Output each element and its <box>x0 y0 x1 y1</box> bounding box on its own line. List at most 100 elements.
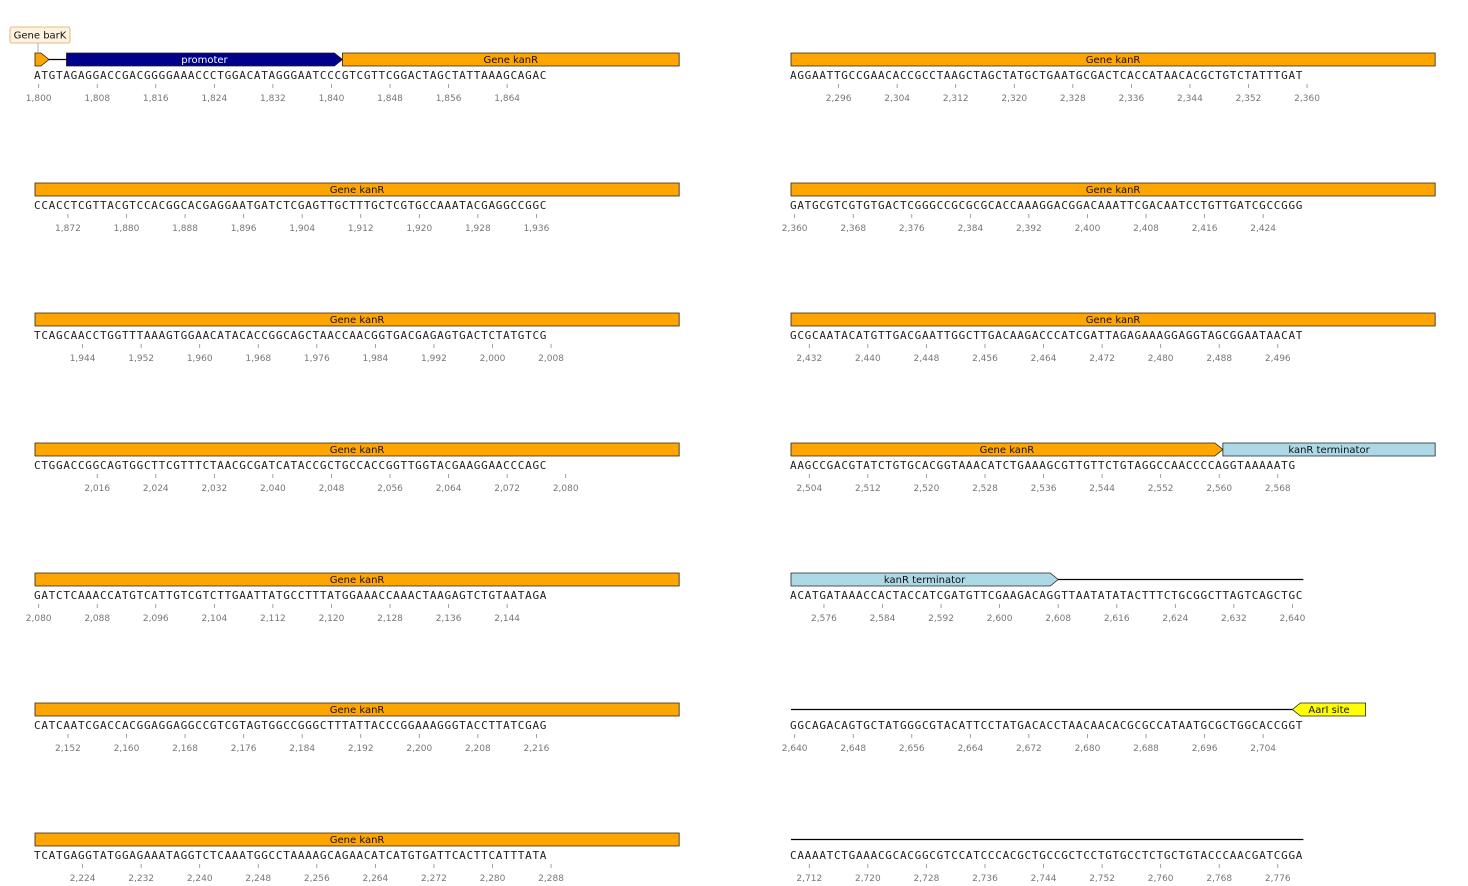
tick-label: 2,272 <box>421 874 447 884</box>
gene-arrow[interactable] <box>34 572 680 587</box>
tick-label: 2,728 <box>914 874 940 884</box>
tick-label: 2,136 <box>436 614 462 624</box>
gene-arrow[interactable] <box>342 52 680 67</box>
tick-label: 2,224 <box>70 874 96 884</box>
gene-arrow[interactable] <box>34 442 680 457</box>
tick-label: 1,808 <box>84 94 110 104</box>
tick-label: 1,848 <box>377 94 403 104</box>
tick-label: 2,440 <box>855 354 881 364</box>
tick-label: 2,568 <box>1265 484 1291 494</box>
tick-label: 2,280 <box>480 874 506 884</box>
tick-label: 2,248 <box>245 874 271 884</box>
tick-label: 1,904 <box>289 224 315 234</box>
tick-label: 2,240 <box>187 874 213 884</box>
gene-arrow[interactable] <box>34 702 680 717</box>
tick-label: 1,896 <box>231 224 257 234</box>
gene-feature[interactable]: Gene barK <box>9 26 71 67</box>
tick-label: 1,832 <box>260 94 286 104</box>
tick-label: 2,544 <box>1089 484 1115 494</box>
tick-label: 2,648 <box>840 744 866 754</box>
tick-label: 2,584 <box>870 614 896 624</box>
tick-label: 2,744 <box>1031 874 1057 884</box>
gene-feature[interactable]: Gene kanR <box>34 572 680 587</box>
terminator-feature[interactable]: kanR terminator <box>1222 442 1436 457</box>
tick-label: 2,360 <box>782 224 808 234</box>
gene-feature[interactable]: Gene kanR <box>790 182 1436 197</box>
sequence-text: TCAGCAACCTGGTTTAAAGTGGAACATACACCGGCAGCTA… <box>34 329 546 342</box>
tick-label: 2,592 <box>928 614 954 624</box>
tick-label: 2,064 <box>436 484 462 494</box>
gene-feature[interactable]: Gene kanR <box>790 442 1224 457</box>
tick-label: 2,776 <box>1265 874 1291 884</box>
feature-label: Gene kanR <box>330 315 385 326</box>
tick-label: 1,856 <box>436 94 462 104</box>
site-arrow[interactable] <box>1291 702 1367 717</box>
tick-label: 2,104 <box>201 614 227 624</box>
tick-label: 2,608 <box>1045 614 1071 624</box>
tick-label: 1,936 <box>524 224 550 234</box>
gene-feature[interactable]: Gene kanR <box>34 312 680 327</box>
gene-feature[interactable]: Gene kanR <box>34 832 680 847</box>
gene-feature[interactable]: Gene kanR <box>342 52 680 67</box>
tick-label: 2,672 <box>1016 744 1042 754</box>
tick-label: 1,872 <box>55 224 81 234</box>
promoter-arrow[interactable] <box>66 52 344 67</box>
feature-label: Gene kanR <box>330 835 385 846</box>
tick-label: 2,664 <box>957 744 983 754</box>
gene-arrow[interactable] <box>34 52 50 67</box>
feature-label: Gene kanR <box>330 705 385 716</box>
tick-label: 2,320 <box>1001 94 1027 104</box>
gene-arrow[interactable] <box>34 832 680 847</box>
gene-arrow[interactable] <box>790 52 1436 67</box>
terminator-arrow[interactable] <box>1222 442 1436 457</box>
tick-label: 2,208 <box>465 744 491 754</box>
tick-label: 1,968 <box>245 354 271 364</box>
gene-feature[interactable]: Gene kanR <box>34 182 680 197</box>
sequence-row-13: AarI site GGCAGACAGTGCTATGGGCGTACATTCCTAT… <box>782 702 1367 754</box>
gene-feature[interactable]: Gene kanR <box>790 52 1436 67</box>
feature-label: Gene kanR <box>330 185 385 196</box>
tick-label: 2,088 <box>84 614 110 624</box>
gene-feature[interactable]: Gene kanR <box>34 442 680 457</box>
feature-label: Gene kanR <box>1086 315 1141 326</box>
tick-label: 2,680 <box>1075 744 1101 754</box>
gene-feature[interactable]: Gene kanR <box>34 702 680 717</box>
tick-label: 2,144 <box>494 614 520 624</box>
tick-label: 2,488 <box>1206 354 1232 364</box>
terminator-arrow[interactable] <box>790 572 1059 587</box>
tick-label: 1,984 <box>362 354 388 364</box>
gene-arrow[interactable] <box>790 182 1436 197</box>
gene-arrow[interactable] <box>790 442 1224 457</box>
gene-arrow[interactable] <box>34 182 680 197</box>
tick-label: 2,256 <box>304 874 330 884</box>
tick-label: 2,720 <box>855 874 881 884</box>
tick-label: 2,704 <box>1250 744 1276 754</box>
sequence-text: CCACCTCGTTACGTCCACGGCACGAGGAATGATCTCGAGT… <box>34 199 546 212</box>
sequence-row-4: Gene kanR CTGGACCGGCAGTGGCTTCGTTTCTAACGCG… <box>34 442 680 494</box>
tick-label: 2,392 <box>1016 224 1042 234</box>
tick-label: 1,928 <box>465 224 491 234</box>
sequence-row-10: Gene kanR GCGCAATACATGTTGACGAATTGGCTTGACA… <box>790 312 1436 364</box>
tick-label: 2,768 <box>1206 874 1232 884</box>
promoter-feature[interactable]: promoter <box>66 52 344 67</box>
tick-label: 1,960 <box>187 354 213 364</box>
sequence-row-2: Gene kanR CCACCTCGTTACGTCCACGGCACGAGGAATG… <box>34 182 680 234</box>
tick-label: 2,096 <box>143 614 169 624</box>
gene-arrow[interactable] <box>790 312 1436 327</box>
tick-label: 2,472 <box>1089 354 1115 364</box>
tick-label: 2,560 <box>1206 484 1232 494</box>
tick-label: 2,328 <box>1060 94 1086 104</box>
callout-box <box>9 26 71 44</box>
tick-label: 2,216 <box>524 744 550 754</box>
sequence-row-12: kanR terminator ACATGATAAACCACTACCATCGATG… <box>790 572 1306 624</box>
tick-label: 2,384 <box>957 224 983 234</box>
sequence-row-14: CAAAATCTGAAACGCACGGCGTCCATCCCACGCTGCCGCT… <box>790 838 1304 884</box>
feature-label: promoter <box>181 55 228 66</box>
gene-feature[interactable]: Gene kanR <box>790 312 1436 327</box>
site-feature[interactable]: AarI site <box>1291 702 1367 717</box>
sequence-row-11: Gene kanR kanR terminator AAGCCGACGTATCTGT… <box>790 442 1436 494</box>
tick-label: 1,816 <box>143 94 169 104</box>
gene-arrow[interactable] <box>34 312 680 327</box>
tick-label: 2,232 <box>128 874 154 884</box>
terminator-feature[interactable]: kanR terminator <box>790 572 1059 587</box>
